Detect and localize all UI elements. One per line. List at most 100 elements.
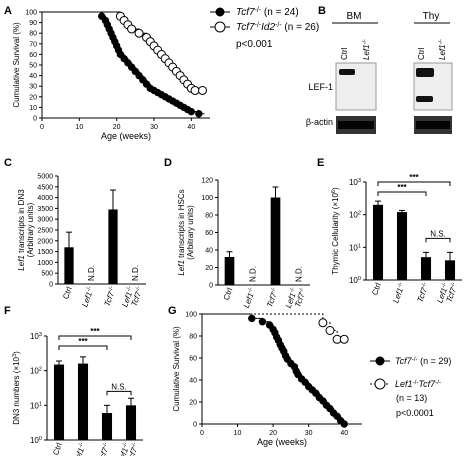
label-part: -/- (413, 379, 419, 386)
x-tick-label: 0 (200, 430, 204, 437)
label-part: -/- (255, 22, 262, 29)
label-part: -/- (275, 22, 282, 29)
y-axis-label: Cumulative Survival (%) (172, 326, 181, 412)
y-tick-label: 101 (349, 243, 361, 252)
panel-label: D (164, 157, 172, 169)
y-tick-label: 2000 (37, 238, 53, 245)
y-tick-label: 1000 (37, 260, 53, 267)
y-tick-label: 50 (29, 63, 37, 70)
y-tick-label: 100 (349, 276, 361, 285)
y-tick-label: 500 (41, 271, 53, 278)
bar (77, 363, 89, 440)
label-part: transcripts in DN3 (17, 189, 26, 255)
x-tick-label: 10 (75, 124, 83, 131)
label-part: -/- (102, 441, 109, 448)
x-tick-label: 20 (269, 430, 277, 437)
label-part: (n = 24) (261, 7, 299, 18)
blot-group-label: BM (347, 11, 362, 22)
data-point (318, 318, 328, 328)
y-tick-label: 20 (205, 265, 213, 272)
x-category-label: Lef1-/- (116, 441, 132, 456)
label-part: -/- (450, 281, 457, 288)
x-category-label: Tcf7-/- (97, 441, 112, 456)
x-category-label: Ctrl (61, 285, 74, 300)
legend-label: Tcf7-/-Id2-/- (n = 26) (236, 22, 319, 34)
label-part: transcripts in HSCs (177, 189, 186, 260)
bar-label: N.D. (131, 265, 140, 281)
y-tick-label: 100 (25, 10, 37, 17)
y-tick-label: 2500 (37, 228, 53, 235)
bar (372, 204, 384, 280)
y-tick-label: 80 (29, 31, 37, 38)
label-part: Lef1 (391, 287, 405, 305)
blot-band (339, 69, 355, 75)
y-axis-label: Lef1 transcripts in DN3 (17, 189, 26, 271)
label-part: 0 (358, 276, 361, 282)
panel-label: G (168, 305, 177, 317)
label-part: Tcf7 (126, 446, 140, 456)
legend-marker (374, 378, 386, 390)
label-part: Id2 (261, 22, 275, 33)
blot-band (416, 68, 434, 77)
bar (224, 257, 235, 285)
x-tick-label: 40 (187, 124, 195, 131)
label-part: 10 (30, 367, 39, 376)
y-tick-label: 1500 (37, 249, 53, 256)
panel-label: C (4, 157, 12, 169)
y-tick-label: 0 (33, 116, 37, 123)
bar (270, 197, 281, 285)
label-part: 1 (39, 401, 42, 407)
y-tick-label: 100 (201, 195, 213, 202)
label-part: -/- (255, 7, 262, 14)
label-part: 10 (30, 332, 39, 341)
panel-label: A (4, 5, 12, 17)
y-tick-label: 100 (185, 312, 197, 319)
x-tick-label: 0 (40, 124, 44, 131)
label-part: (n = 26) (282, 22, 320, 33)
significance-label: *** (409, 173, 419, 182)
label-part: Lef1 (395, 379, 413, 389)
y-tick-label: 0 (49, 282, 53, 289)
y-tick-label: 30 (29, 84, 37, 91)
label-part: 10 (349, 211, 358, 220)
bar (125, 405, 137, 440)
label-part: -/- (441, 281, 448, 288)
label-part: 3 (39, 332, 42, 338)
x-tick-label: 30 (305, 430, 313, 437)
y-tick-label: 60 (29, 52, 37, 59)
x-category-label: Lef1-/- (242, 286, 258, 309)
x-category-label: Lef1-/- (72, 441, 88, 456)
legend-label: Tcf7-/- (n = 24) (236, 7, 299, 19)
x-category-label: Ctrl (51, 441, 64, 456)
x-category-label: Tcf7-/- (416, 281, 431, 303)
panel-label: F (4, 305, 11, 317)
blot-lane-label: Ctrl (417, 47, 426, 60)
bar-label: N.D. (295, 266, 304, 282)
x-axis-label: Age (weeks) (257, 437, 307, 447)
data-point (198, 85, 208, 95)
label-part: 2 (358, 211, 361, 217)
blot-band (416, 96, 433, 102)
label-part: Tcf7 (418, 379, 436, 389)
y-tick-label: 0 (193, 422, 197, 429)
y-tick-label: 102 (349, 211, 361, 220)
label-part: Tcf7 (416, 286, 430, 304)
label-part: -/- (78, 441, 85, 448)
label-part: Tcf7 (97, 446, 111, 456)
label-part: -/- (86, 285, 93, 292)
label-part: Lef1 (72, 447, 86, 456)
label-part: Lef1 (362, 44, 371, 60)
significance-label: N.S. (111, 382, 127, 391)
label-part: Tcf7 (293, 291, 307, 309)
bar (396, 212, 408, 280)
label-part: Lef1 (177, 260, 186, 276)
blot-row-label: β-actin (306, 117, 333, 127)
bar (101, 413, 113, 440)
label-part: -/- (270, 286, 277, 293)
y-tick-label: 101 (30, 401, 42, 410)
data-point (127, 24, 137, 34)
label-part: 3 (358, 178, 361, 184)
significance-bracket (58, 335, 132, 340)
data-point (325, 326, 335, 335)
